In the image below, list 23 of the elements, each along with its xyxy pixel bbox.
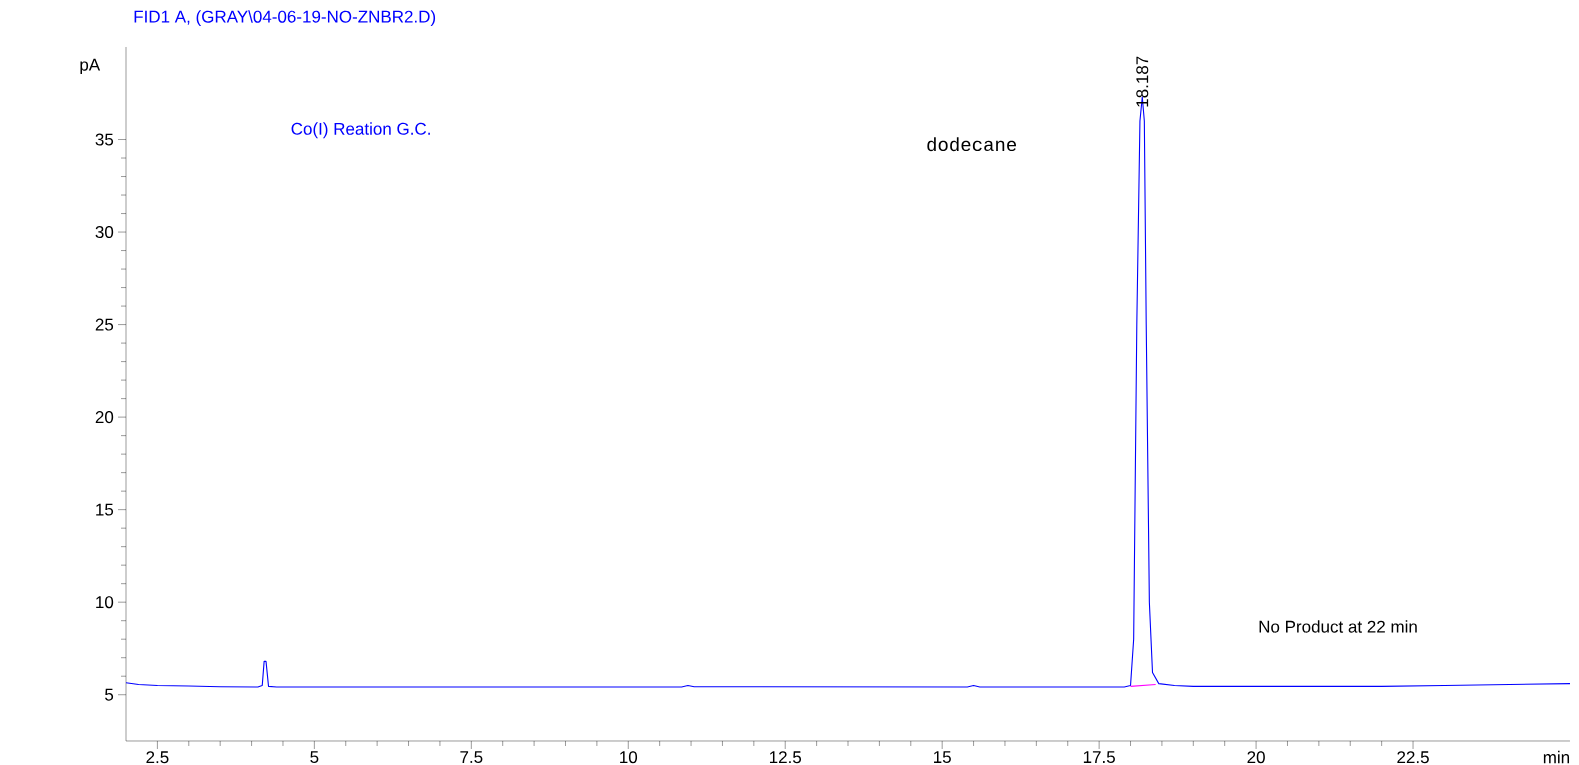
y-axis-title: pA — [80, 58, 101, 75]
y-tick-label: 25 — [95, 318, 114, 331]
y-tick-label: 10 — [96, 596, 114, 609]
y-tick-label: 15 — [96, 503, 114, 516]
y-tick-label: 20 — [95, 411, 114, 424]
annotation: Co(I) Reation G.C. — [291, 122, 430, 139]
x-tick-label: 20 — [1247, 751, 1265, 764]
y-tick-label: 30 — [95, 226, 114, 239]
chart-title: FID1 A, (GRAY\04-06-19-NO-ZNBR2.D) — [134, 10, 436, 27]
y-tick-label: 35 — [95, 133, 114, 146]
x-tick-label: 12.5 — [769, 751, 802, 764]
annotation: dodecane — [927, 137, 1017, 152]
x-axis-title: min — [1543, 750, 1570, 764]
x-tick-label: 2.5 — [146, 751, 169, 764]
y-tick-label: 5 — [105, 688, 114, 701]
x-tick-label: 7.5 — [460, 751, 483, 764]
x-tick-label: 5 — [310, 751, 319, 764]
annotation: 18.187 — [1136, 56, 1149, 107]
x-tick-label: 22.5 — [1397, 751, 1429, 764]
annotation: No Product at 22 min — [1259, 620, 1417, 633]
x-tick-label: 15 — [934, 751, 951, 764]
x-tick-label: 17.5 — [1083, 751, 1115, 764]
x-tick-label: 10 — [620, 751, 638, 764]
